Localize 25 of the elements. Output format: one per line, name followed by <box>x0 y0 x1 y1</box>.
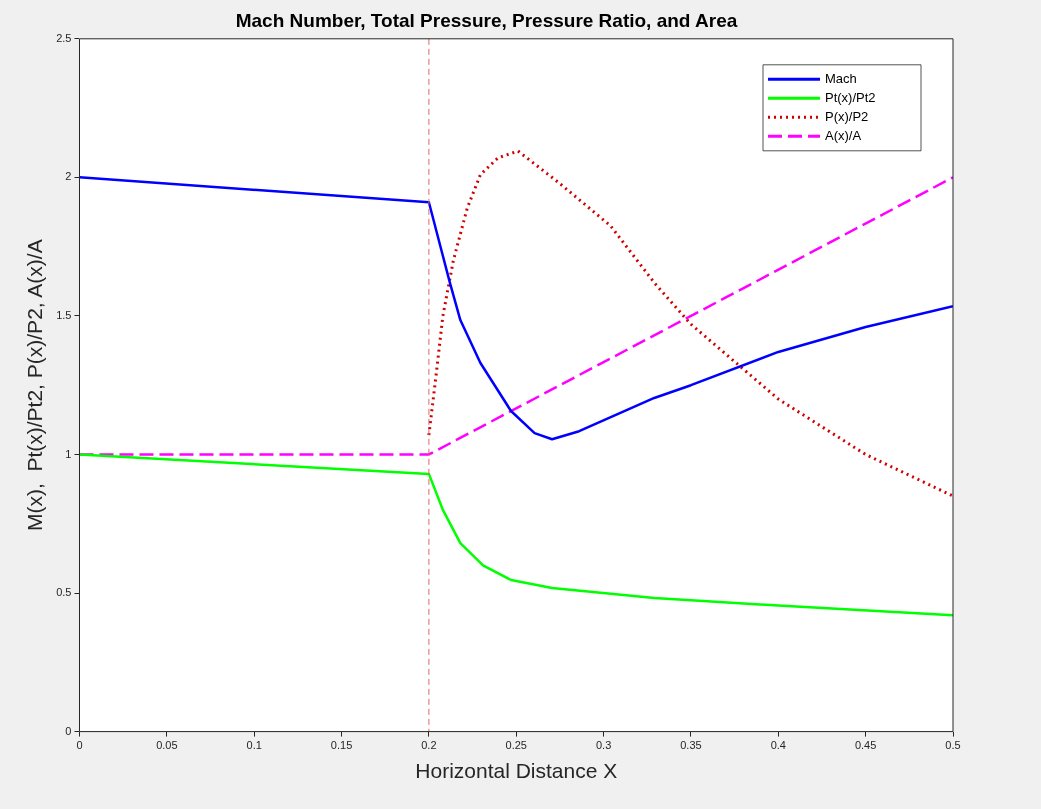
x-tick-label: 0.05 <box>156 739 178 752</box>
y-tick-label: 1.5 <box>56 308 72 321</box>
x-tick-label: 0.25 <box>505 739 527 752</box>
y-axis-title: M(x), Pt(x)/Pt2, P(x)/P2, A(x)/A <box>23 239 47 532</box>
legend-label: Mach <box>825 70 857 86</box>
y-tick-label: 0 <box>65 724 72 737</box>
x-tick-label: 0.35 <box>680 739 702 752</box>
legend-label: A(x)/A <box>825 127 862 143</box>
y-tick-label: 0.5 <box>56 586 72 599</box>
chart-title: Mach Number, Total Pressure, Pressure Ratio, and Area <box>235 9 738 31</box>
x-tick-label: 0.1 <box>246 739 262 752</box>
line-series <box>427 149 953 498</box>
x-tick-label: 0.3 <box>595 739 612 752</box>
x-tick-label: 0 <box>76 739 83 752</box>
y-tick-label: 2.5 <box>56 31 72 44</box>
x-tick-label: 0.15 <box>330 739 353 752</box>
x-tick-label: 0.2 <box>421 739 437 752</box>
x-tick-label: 0.5 <box>945 739 961 752</box>
x-axis-title: Horizontal Distance X <box>415 759 618 783</box>
y-tick-label: 1 <box>65 447 72 460</box>
x-tick-label: 0.4 <box>770 739 786 752</box>
x-tick-label: 0.45 <box>854 739 877 752</box>
y-tick-label: 2 <box>65 170 72 183</box>
legend-label: Pt(x)/Pt2 <box>825 89 876 105</box>
legend-label: P(x)/P2 <box>825 108 869 124</box>
